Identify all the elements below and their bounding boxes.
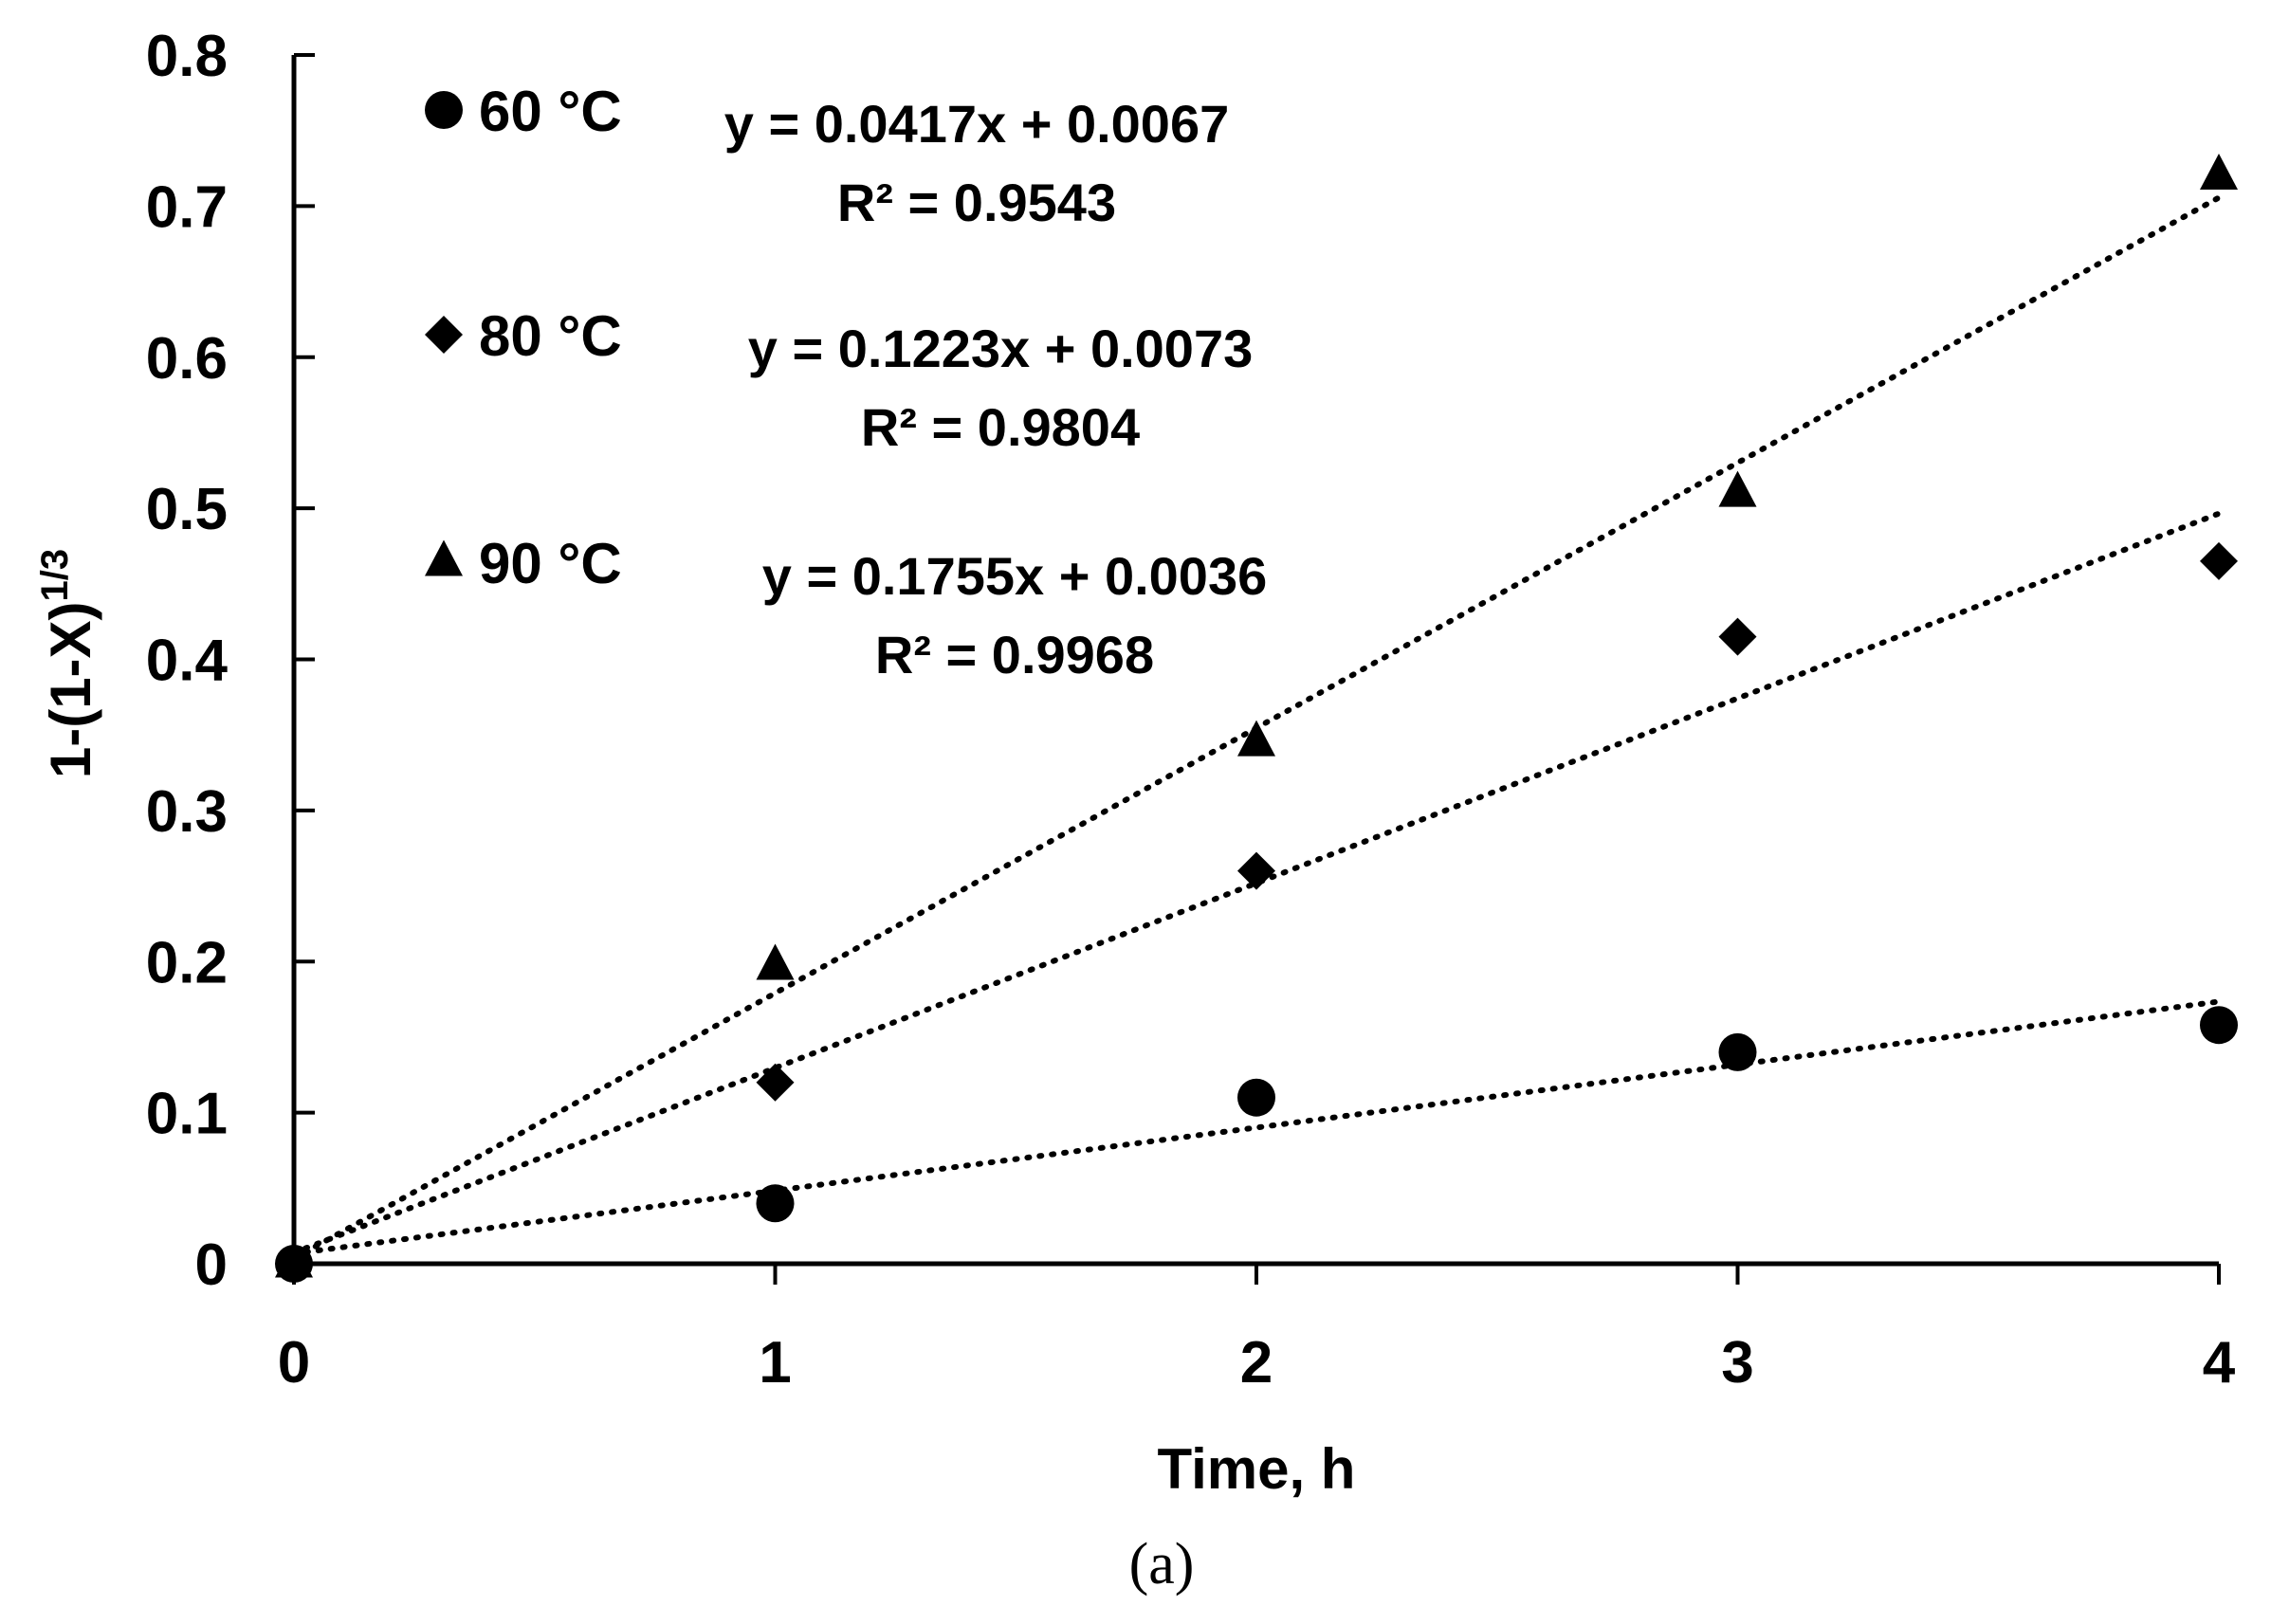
- data-point-triangle: [1237, 720, 1275, 757]
- trendline-diamond: [291, 510, 2222, 1256]
- data-point-circle: [2200, 1006, 2238, 1045]
- trendline-equations: y = 0.0417x + 0.0067 R² = 0.9543 y = 0.122…: [724, 94, 1268, 684]
- data-point-triangle: [275, 1241, 313, 1278]
- data-markers: [275, 153, 2238, 1283]
- data-point-circle: [756, 1184, 795, 1223]
- figure-caption: (a): [1129, 1532, 1195, 1597]
- y-tick-label: 0.4: [146, 629, 229, 694]
- y-axis-title-base: 1-(1-X): [39, 601, 102, 778]
- data-point-diamond: [1237, 851, 1275, 890]
- x-tick-label: 4: [2203, 1330, 2236, 1396]
- legend-label: 80 °C: [479, 304, 622, 368]
- data-point-diamond: [1718, 617, 1757, 656]
- data-point-triangle: [1718, 470, 1757, 507]
- data-point-diamond: [756, 1063, 795, 1102]
- y-tick-label: 0.5: [146, 477, 228, 542]
- x-tick-label: 0: [278, 1330, 310, 1396]
- y-tick-label: 0.6: [146, 326, 228, 392]
- legend-marker-circle: [425, 91, 463, 129]
- trendline-equation: y = 0.1755x + 0.0036: [762, 546, 1268, 606]
- trendline-r-squared: R² = 0.9804: [861, 397, 1140, 457]
- trendline-equation: y = 0.0417x + 0.0067: [724, 94, 1230, 154]
- data-point-diamond: [2200, 541, 2238, 580]
- legend-marker-triangle: [425, 539, 463, 576]
- data-point-triangle: [2200, 153, 2238, 190]
- y-tick-label: 0.3: [146, 779, 228, 845]
- data-point-circle: [1718, 1032, 1757, 1071]
- x-axis: 0 1 2 3 4: [278, 1261, 2236, 1396]
- x-tick-label: 3: [1721, 1330, 1753, 1396]
- data-point-triangle: [756, 943, 795, 980]
- y-tick-label: 0: [195, 1232, 228, 1298]
- y-axis-title-superscript: 1/3: [34, 549, 76, 602]
- y-tick-label: 0.2: [146, 930, 228, 995]
- y-tick-label: 0.1: [146, 1082, 228, 1147]
- trendline-r-squared: R² = 0.9968: [875, 625, 1154, 684]
- y-axis: 0 0.1 0.2 0.3 0.4 0.5 0.6 0.7 0.8: [146, 24, 315, 1298]
- legend-marker-diamond: [425, 316, 463, 354]
- x-tick-label: 1: [759, 1330, 791, 1396]
- trendline-circle: [291, 998, 2222, 1257]
- trendline-equation: y = 0.1223x + 0.0073: [748, 319, 1254, 378]
- legend-label: 60 °C: [479, 80, 622, 143]
- data-point-circle: [1237, 1078, 1275, 1117]
- x-tick-label: 2: [1240, 1330, 1273, 1396]
- trendline-r-squared: R² = 0.9543: [837, 173, 1116, 232]
- legend-label: 90 °C: [479, 532, 622, 595]
- y-tick-label: 0.7: [146, 174, 228, 240]
- legend: 60 °C 80 °C 90 °C: [425, 80, 622, 595]
- y-axis-title: 1-(1-X)1/3: [34, 549, 102, 778]
- y-tick-label: 0.8: [146, 24, 228, 89]
- x-axis-title: Time, h: [1158, 1437, 1356, 1501]
